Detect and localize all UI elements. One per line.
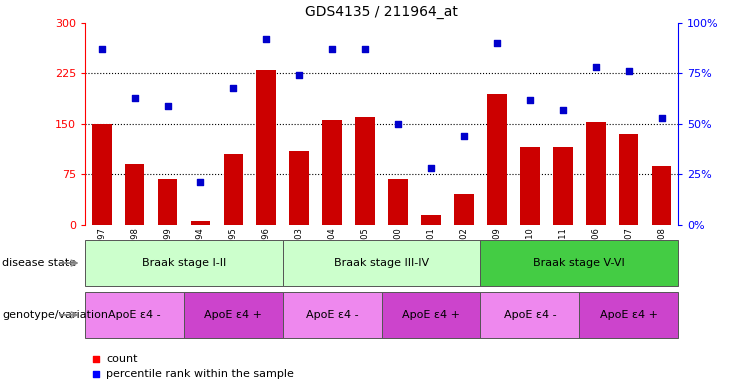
Point	[293, 73, 305, 79]
Bar	[454, 194, 473, 225]
Text: ApoE ε4 -: ApoE ε4 -	[108, 310, 161, 320]
Text: disease state: disease state	[2, 258, 76, 268]
Bar	[480, 292, 579, 338]
Point	[90, 371, 102, 377]
Bar	[124, 164, 144, 225]
Title: GDS4135 / 211964_at: GDS4135 / 211964_at	[305, 5, 458, 19]
Bar	[579, 292, 678, 338]
Point	[425, 165, 437, 171]
Text: ApoE ε4 +: ApoE ε4 +	[402, 310, 460, 320]
Bar	[388, 179, 408, 225]
Bar	[421, 215, 441, 225]
Bar	[85, 292, 184, 338]
Point	[359, 46, 371, 52]
Bar	[487, 94, 507, 225]
Bar	[355, 117, 375, 225]
Bar	[520, 147, 539, 225]
Bar	[290, 151, 309, 225]
Text: percentile rank within the sample: percentile rank within the sample	[106, 369, 294, 379]
Text: ApoE ε4 -: ApoE ε4 -	[503, 310, 556, 320]
Point	[129, 94, 141, 101]
Text: Braak stage I-II: Braak stage I-II	[142, 258, 226, 268]
Bar	[283, 240, 480, 286]
Point	[622, 68, 634, 74]
Point	[227, 84, 239, 91]
Text: Braak stage V-VI: Braak stage V-VI	[534, 258, 625, 268]
Point	[90, 356, 102, 362]
Text: count: count	[106, 354, 138, 364]
Bar	[553, 147, 573, 225]
Text: Braak stage III-IV: Braak stage III-IV	[334, 258, 429, 268]
Point	[491, 40, 503, 46]
Text: ApoE ε4 +: ApoE ε4 +	[205, 310, 262, 320]
Point	[556, 107, 568, 113]
Bar	[224, 154, 243, 225]
Bar	[619, 134, 639, 225]
Point	[524, 97, 536, 103]
Point	[656, 115, 668, 121]
Bar	[256, 70, 276, 225]
Bar	[184, 292, 283, 338]
Bar	[283, 292, 382, 338]
Point	[195, 179, 207, 185]
Bar	[480, 240, 678, 286]
Point	[392, 121, 404, 127]
Bar	[382, 292, 480, 338]
Point	[96, 46, 107, 52]
Point	[326, 46, 338, 52]
Bar	[92, 124, 112, 225]
Point	[162, 103, 173, 109]
Bar	[158, 179, 177, 225]
Bar	[190, 221, 210, 225]
Bar	[586, 122, 605, 225]
Point	[458, 133, 470, 139]
Text: genotype/variation: genotype/variation	[2, 310, 108, 320]
Bar	[85, 240, 283, 286]
Bar	[651, 166, 671, 225]
Point	[260, 36, 272, 42]
Bar	[322, 121, 342, 225]
Text: ApoE ε4 -: ApoE ε4 -	[306, 310, 359, 320]
Point	[590, 65, 602, 71]
Text: ApoE ε4 +: ApoE ε4 +	[599, 310, 657, 320]
